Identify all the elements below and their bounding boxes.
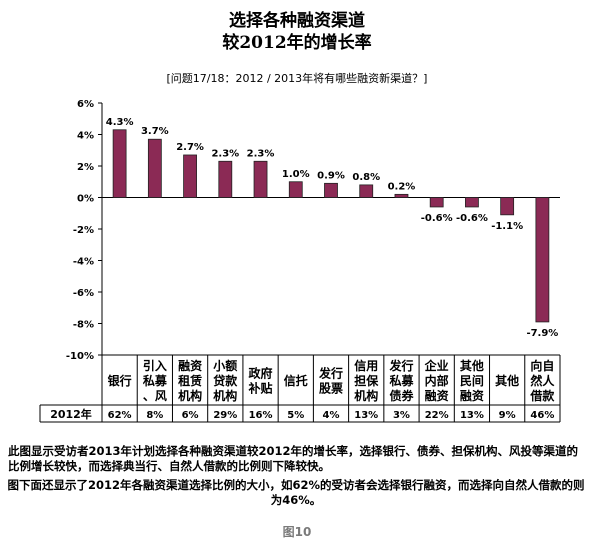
category-label: 信托 [284,373,308,388]
data-label: 3.7% [141,126,169,137]
data-label: -0.6% [421,213,453,224]
category-label: 发行股票 [318,366,343,396]
data-label: 4.3% [106,117,134,128]
data-label: -7.9% [526,328,558,339]
table-value: 22% [425,410,449,421]
bar [394,193,409,198]
table-value: 16% [249,410,273,421]
category-label: 融资租赁机构 [178,358,202,403]
description-paragraph-1: 此图显示受访者2013年计划选择各种融资渠道较2012年的增长率，选择银行、债券… [8,444,579,473]
data-label: -1.1% [491,221,523,232]
data-label: 2.3% [211,148,239,159]
table-value: 4% [323,410,340,421]
category-label: 小额贷款机构 [213,358,238,403]
bar [112,129,127,198]
category-label: 信用担保机构 [354,358,379,403]
bar [147,138,162,198]
data-label: 2.7% [176,142,204,153]
table-value: 13% [460,410,484,421]
category-label: 其他 [495,373,519,388]
table-value: 3% [393,410,410,421]
bar [288,181,303,198]
table-value: 5% [287,410,304,421]
figure-label: 图10 [282,525,312,539]
table-value: 46% [530,410,554,421]
y-tick-label: 4% [77,131,94,142]
bar [253,160,268,198]
y-tick-label: -10% [66,351,94,362]
y-tick-label: 2% [77,162,94,173]
category-label: 企业内部融资 [424,358,449,403]
data-label: -0.6% [456,213,488,224]
y-tick-label: -2% [73,225,94,236]
table-value: 29% [213,410,237,421]
question-subtitle: [问题17/18：2012 / 2013年将有哪些融资新渠道？] [166,72,428,85]
description-paragraph-2: 图下面还显示了2012年各融资渠道选择比例的大小，如62%的受访者会选择银行融资… [7,478,585,507]
bar [535,197,550,323]
data-label: 2.3% [247,148,275,159]
y-tick-label: -4% [73,257,94,268]
table-value: 6% [182,410,199,421]
bar [218,160,233,198]
bar [359,184,374,198]
y-tick-label: 0% [77,194,94,205]
bar [465,197,479,208]
table-value: 13% [354,410,378,421]
bar-chart: 6% 4% 2% 0% -2% -4% -6% -8% -10% 4.3% 3.7% 2.7% 2.3%… [39,99,561,423]
y-tick-label: 6% [77,99,94,110]
table-value: 62% [108,410,132,421]
category-label: 发行私募债券 [388,358,414,403]
table-value: 9% [499,410,516,421]
data-label: 0.2% [388,181,416,192]
category-label: 向自然人借款 [529,358,555,403]
category-label: 其他民间融资 [460,358,484,403]
y-tick-label: -6% [73,288,94,299]
bar [183,154,197,198]
chart-title-line2: 较2012年的增长率 [222,33,372,53]
table-row-header: 2012年 [50,407,92,421]
category-label: 银行 [108,373,132,388]
data-label: 0.9% [317,170,345,181]
data-label: 1.0% [282,169,310,180]
bar [324,182,338,198]
data-label: 0.8% [352,172,380,183]
bar [500,197,515,216]
category-label: 引入私募、风 [142,359,168,403]
category-label: 政府补贴 [248,366,273,396]
y-tick-label: -8% [73,320,94,331]
chart-title-line1: 选择各种融资渠道 [229,11,365,31]
table-value: 8% [146,410,163,421]
bar [429,197,444,208]
